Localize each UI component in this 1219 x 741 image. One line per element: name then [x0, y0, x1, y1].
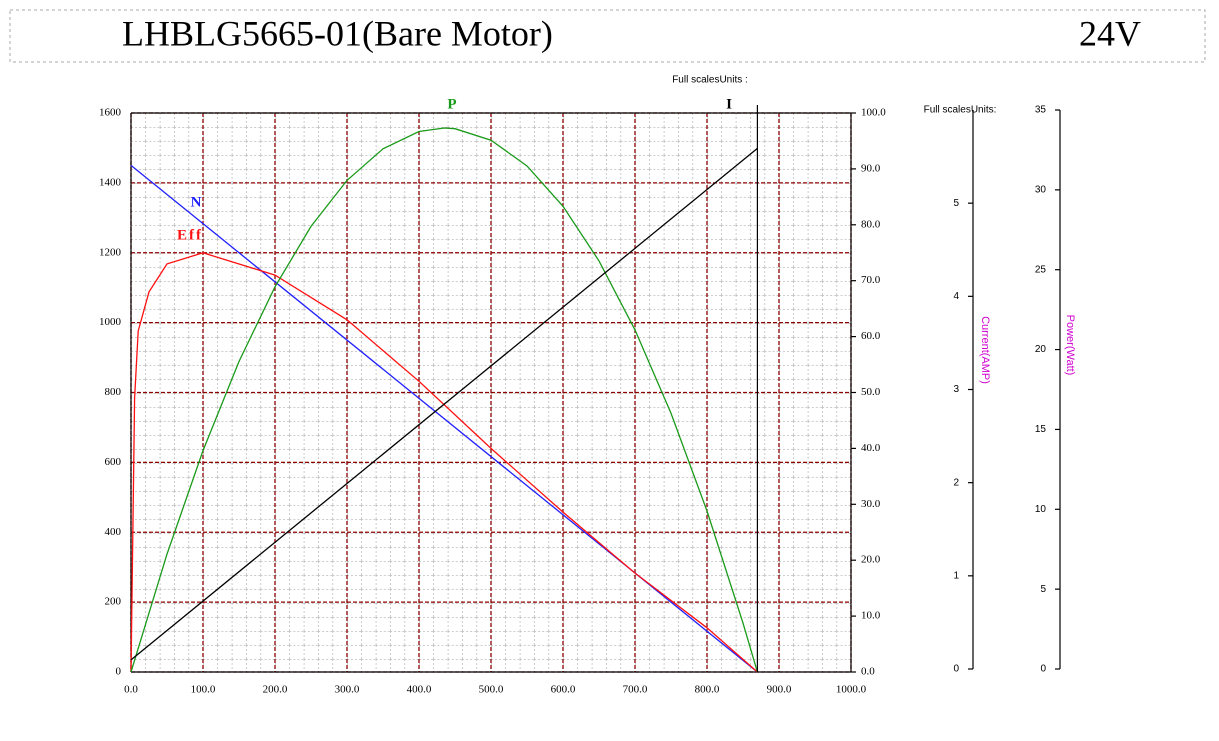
y3-tick-label: 1 [953, 570, 959, 581]
y2-tick-label: 50.0 [861, 386, 881, 398]
x-tick-label: 400.0 [407, 684, 432, 696]
y-tick-label: 1600 [99, 107, 122, 119]
current-axis-title: Current(AMP) [979, 316, 991, 384]
y-tick-label: 1200 [99, 246, 122, 258]
curve [130, 127, 759, 673]
x-tick-label: 900.0 [767, 684, 792, 696]
y-tick-label: 400 [105, 526, 122, 538]
curve [130, 252, 758, 673]
y2-tick-label: 30.0 [861, 498, 881, 510]
y3-tick-label: 5 [953, 198, 959, 209]
y-tick-label: 800 [105, 386, 122, 398]
x-tick-label: 300.0 [335, 684, 360, 696]
y2-tick-label: 20.0 [861, 554, 881, 566]
x-tick-label: 500.0 [479, 684, 504, 696]
x-tick-label: 1000.0 [836, 684, 867, 696]
y3-tick-label: 4 [953, 291, 959, 302]
y4-tick-label: 0 [1040, 664, 1046, 675]
y-tick-label: 1000 [99, 316, 122, 328]
y4-tick-label: 5 [1040, 584, 1046, 595]
y-tick-label: 0 [116, 666, 122, 678]
x-tick-label: 100.0 [191, 684, 216, 696]
y2-tick-label: 0.0 [861, 666, 875, 678]
title-box [9, 9, 1206, 63]
y4-tick-label: 35 [1035, 105, 1047, 116]
curve-label: Eff [177, 227, 203, 243]
full-scales-label: Full scalesUnits: [924, 105, 997, 116]
y2-tick-label: 80.0 [861, 218, 881, 230]
y3-tick-label: 3 [953, 384, 959, 395]
chart-title: LHBLG5665-01(Bare Motor) [122, 13, 553, 53]
y4-tick-label: 30 [1035, 184, 1047, 195]
curve-label: N [191, 194, 204, 210]
x-tick-label: 700.0 [623, 684, 648, 696]
curve-label: P [447, 96, 458, 112]
y-tick-label: 1400 [99, 176, 122, 188]
y3-tick-label: 0 [953, 664, 959, 675]
y2-tick-label: 10.0 [861, 610, 881, 622]
y2-tick-label: 70.0 [861, 274, 881, 286]
x-tick-label: 200.0 [263, 684, 288, 696]
y4-tick-label: 10 [1035, 504, 1047, 515]
y2-tick-label: 60.0 [861, 330, 881, 342]
y3-tick-label: 2 [953, 477, 959, 488]
y4-tick-label: 20 [1035, 344, 1047, 355]
voltage: 24V [1079, 13, 1141, 53]
x-tick-label: 0.0 [124, 684, 138, 696]
y2-tick-label: 100.0 [861, 107, 886, 119]
y4-tick-label: 25 [1035, 264, 1047, 275]
x-tick-label: 600.0 [551, 684, 576, 696]
y-tick-label: 200 [105, 596, 122, 608]
y4-tick-label: 15 [1035, 424, 1047, 435]
x-tick-label: 800.0 [695, 684, 720, 696]
curve-label: I [726, 96, 734, 112]
y-tick-label: 600 [105, 456, 122, 468]
y2-tick-label: 90.0 [861, 162, 881, 174]
y2-tick-label: 40.0 [861, 442, 881, 454]
full-scales-label: Full scalesUnits : [672, 75, 748, 86]
power-axis-title: Power(Watt) [1064, 315, 1076, 376]
curve [130, 147, 758, 661]
